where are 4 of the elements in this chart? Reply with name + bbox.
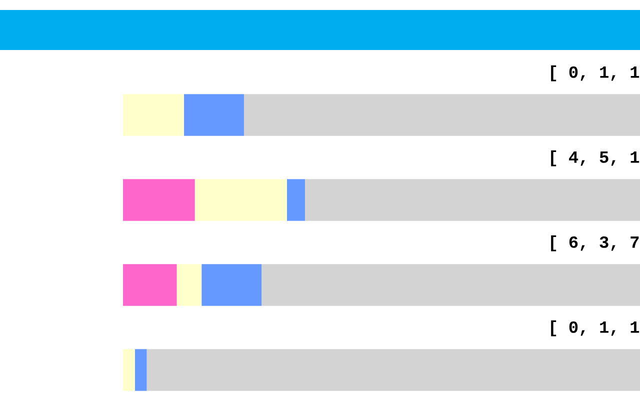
y-tick-label: [ 6, 3, 7 xyxy=(551,235,639,252)
y-tick-label: [ 0, 1, 1 xyxy=(551,320,640,336)
y-tick-label: [ 0, 1, 1 xyxy=(551,65,640,82)
y-tick-label: [ 4, 5, 1 xyxy=(551,150,640,166)
